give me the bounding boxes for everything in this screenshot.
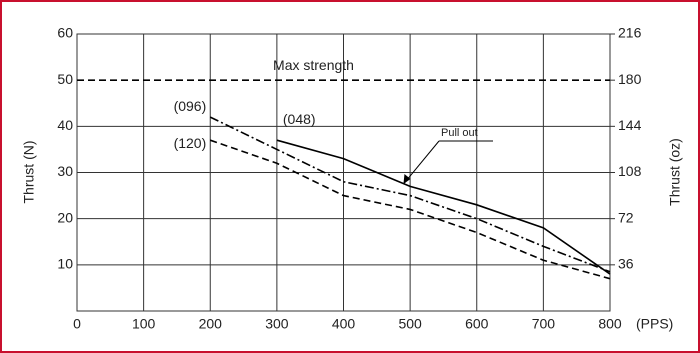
x-tick-label: 600 <box>465 316 489 332</box>
x-tick-label: 100 <box>132 316 156 332</box>
series-line <box>276 139 611 275</box>
y-tick-label: 40 <box>57 117 73 133</box>
y-tick-label: 60 <box>57 25 73 41</box>
y2-axis-label: Thrust (oz) <box>667 138 683 206</box>
plot-border <box>76 33 611 312</box>
x-tick-label: 700 <box>532 316 556 332</box>
annotation-arrow <box>403 140 440 185</box>
series-label: (096) <box>174 98 207 114</box>
y2-tick-label: 72 <box>618 209 634 225</box>
y2-tick-label: 180 <box>618 71 642 87</box>
annotation: Pull out <box>441 127 478 139</box>
y2-tick-label: 144 <box>618 117 642 133</box>
series-line <box>209 116 611 273</box>
x-tick-label: 200 <box>199 316 223 332</box>
series-label: (120) <box>174 135 207 151</box>
y-tick-label: 10 <box>57 256 73 272</box>
x-tick-label: 300 <box>265 316 289 332</box>
y2-tick-label: 216 <box>618 25 642 41</box>
series-label: (048) <box>283 111 316 127</box>
series-label: Max strength <box>273 57 354 73</box>
series-line <box>209 139 611 280</box>
y-tick-label: 30 <box>57 163 73 179</box>
arrow-head <box>403 174 411 185</box>
y-tick-label: 50 <box>57 71 73 87</box>
y-axis-label: Thrust (N) <box>21 141 37 204</box>
y2-tick-label: 36 <box>618 256 634 272</box>
x-tick-label: 800 <box>598 316 622 332</box>
y-tick-label: 20 <box>57 209 73 225</box>
x-tick-label: 0 <box>73 316 81 332</box>
x-axis-label: (PPS) <box>636 316 673 332</box>
y2-tick-label: 108 <box>618 163 642 179</box>
x-tick-label: 500 <box>398 316 422 332</box>
x-tick-label: 400 <box>332 316 356 332</box>
